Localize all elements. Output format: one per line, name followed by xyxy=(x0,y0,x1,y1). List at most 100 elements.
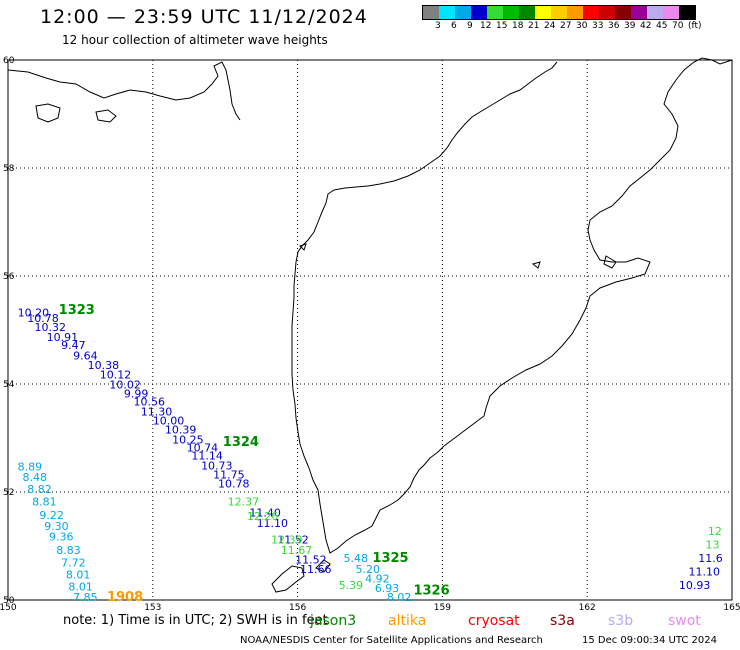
legend-swatches xyxy=(422,5,696,20)
swh-reading: 12.37 xyxy=(228,496,260,509)
swh-reading: 5.20 xyxy=(356,563,381,576)
swh-reading: 10.74 xyxy=(187,442,219,455)
swh-reading: 8.02 xyxy=(387,591,412,604)
legend-swatch xyxy=(615,6,631,19)
legend-label: 21 xyxy=(528,21,540,31)
legend-label: 39 xyxy=(624,21,636,31)
swh-reading: 9.47 xyxy=(61,339,86,352)
lon-tick-label: 153 xyxy=(144,603,161,613)
lat-tick-label: 54 xyxy=(3,380,15,390)
okhotsk-island xyxy=(95,109,117,123)
lat-tick-label: 50 xyxy=(3,596,15,606)
swh-reading: 9.99 xyxy=(124,388,149,401)
lat-tick-label: 52 xyxy=(3,488,14,498)
map-subtitle: 12 hour collection of altimeter wave hei… xyxy=(62,33,328,47)
lon-tick-label: 159 xyxy=(434,603,451,613)
legend-label: 30 xyxy=(576,21,588,31)
orbit-number: 1324 xyxy=(223,435,259,450)
arc-stub xyxy=(299,243,307,251)
swh-reading: 10.12 xyxy=(100,369,132,382)
legend-label: 27 xyxy=(560,21,572,31)
orbit-number: 1326 xyxy=(413,584,449,599)
map-frame xyxy=(7,59,733,601)
legend-swatch xyxy=(663,6,679,19)
swh-reading: 11.14 xyxy=(191,450,223,463)
swh-reading: 10.73 xyxy=(201,459,233,472)
legend-label: 15 xyxy=(496,21,508,31)
swh-reading: 12.26 xyxy=(247,510,278,523)
swh-reading: 5.48 xyxy=(343,552,368,565)
legend-label: 3 xyxy=(435,21,441,31)
lat-tick-label: 60 xyxy=(3,56,15,66)
legend-swatch xyxy=(535,6,551,19)
orbit-number: 1323 xyxy=(59,303,95,318)
satellite-pass: 10.2010.7810.3210.919.479.6410.3810.1210… xyxy=(18,307,723,593)
swh-reading: 10.56 xyxy=(133,396,165,409)
swh-reading: 12 xyxy=(708,525,722,538)
graticule xyxy=(8,60,732,600)
legend-swatch xyxy=(583,6,599,19)
legend-unit: (ft) xyxy=(688,21,702,31)
swh-reading: 8.82 xyxy=(27,483,52,496)
swh-reading: 10.25 xyxy=(172,433,204,446)
paramushir-island xyxy=(271,565,305,593)
swh-reading: 7.85 xyxy=(73,591,98,604)
swh-reading: 10.38 xyxy=(88,359,120,372)
mission-label: altika xyxy=(388,613,427,629)
swh-reading: 11.67 xyxy=(281,544,313,557)
legend-label: 9 xyxy=(467,21,473,31)
orbit-labels: 1323 1324 1325 1326 1908 xyxy=(59,303,450,605)
swh-reading: 11.40 xyxy=(249,506,280,519)
swh-reading: 7.72 xyxy=(61,557,86,570)
legend-swatch xyxy=(503,6,519,19)
swh-reading: 10.93 xyxy=(679,579,711,592)
swh-reading: 11.75 xyxy=(213,469,245,482)
legend-swatch xyxy=(471,6,487,19)
small-island xyxy=(531,261,541,269)
swh-reading: 12.39 xyxy=(271,533,303,546)
swh-reading: 9.30 xyxy=(44,520,68,533)
mission-label: s3a xyxy=(550,613,575,629)
footer-note: note: 1) Time is in UTC; 2) SWH is in fe… xyxy=(63,613,328,628)
shantar-island xyxy=(35,103,61,123)
footer-credit: NOAA/NESDIS Center for Satellite Applica… xyxy=(240,635,543,646)
lon-tick-label: 156 xyxy=(289,603,306,613)
swh-reading: 11.52 xyxy=(295,553,327,566)
lon-tick-label: 165 xyxy=(723,603,740,613)
swh-reading: 8.89 xyxy=(18,460,43,473)
mission-label: s3b xyxy=(608,613,634,629)
satellite-pass: 8.898.488.828.819.229.309.368.837.728.01… xyxy=(18,460,412,604)
orbit-number: 1908 xyxy=(107,590,143,605)
legend-swatch xyxy=(519,6,535,19)
legend-swatch xyxy=(455,6,471,19)
color-legend: 3 6 9 12 15 18 21 24 27 30 33 36 39 42 45 70 (ft) xyxy=(422,5,702,31)
swh-reading: 10.20 xyxy=(18,307,50,320)
koryak-coast xyxy=(7,61,241,121)
swh-reading: 11.10 xyxy=(689,566,721,579)
swh-reading: 10.39 xyxy=(165,424,197,437)
swh-reading: 10.78 xyxy=(27,312,59,325)
axis-tick-labels: 150 153 156 159 162 165 50 52 54 56 58 60 xyxy=(0,56,740,613)
coastline xyxy=(7,57,733,593)
legend-swatch xyxy=(487,6,503,19)
swh-reading: 9.36 xyxy=(49,531,74,544)
legend-swatch xyxy=(631,6,647,19)
map-title: 12:00 — 23:59 UTC 11/12/2024 xyxy=(40,6,368,28)
legend-swatch xyxy=(599,6,615,19)
swh-reading: 10.78 xyxy=(218,478,250,491)
legend-label: 24 xyxy=(544,21,556,31)
swh-reading: 10.91 xyxy=(47,331,79,344)
orbit-number: 1325 xyxy=(372,551,408,566)
legend-label: 18 xyxy=(512,21,524,31)
legend-swatch xyxy=(551,6,567,19)
shumshu-island xyxy=(315,559,331,573)
swh-reading: 10.02 xyxy=(109,378,141,391)
karaginsky-island xyxy=(603,255,617,269)
legend-label: 6 xyxy=(451,21,457,31)
legend-label: 45 xyxy=(656,21,668,31)
legend-swatch xyxy=(423,6,439,19)
lon-tick-label: 162 xyxy=(579,603,596,613)
legend-swatch xyxy=(439,6,455,19)
swh-reading: 11.10 xyxy=(257,517,289,530)
